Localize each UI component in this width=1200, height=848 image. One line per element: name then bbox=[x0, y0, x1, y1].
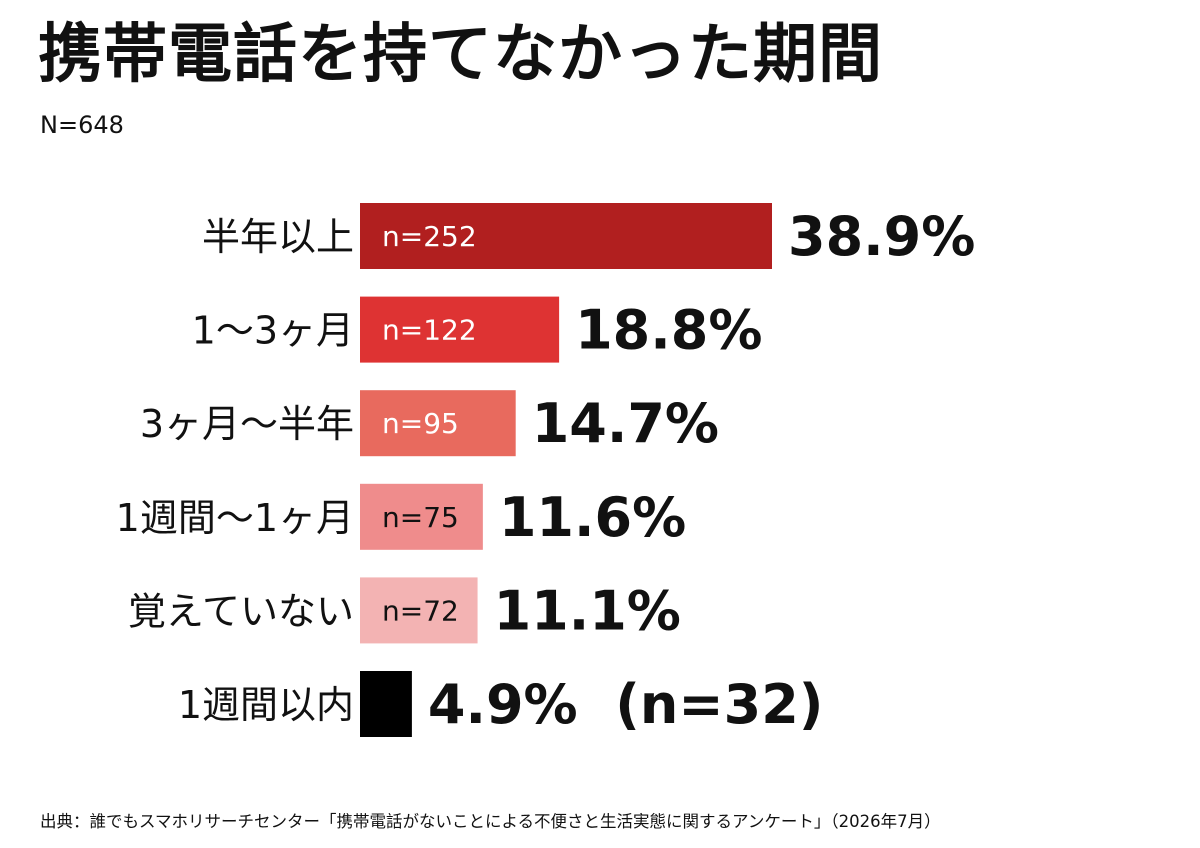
value-label-2: 18.8% bbox=[575, 299, 762, 362]
bar-6 bbox=[360, 671, 412, 737]
category-label-4: 1週間〜1ヶ月 bbox=[116, 496, 354, 540]
sample-size-label: N=648 bbox=[40, 111, 124, 139]
bar-4 bbox=[360, 483, 483, 550]
category-label-5: 覚えていない bbox=[128, 589, 354, 633]
value-label-6: 4.9% (n=32) bbox=[428, 673, 824, 736]
value-label-5: 11.1% bbox=[494, 579, 681, 642]
bar-5 bbox=[360, 577, 478, 644]
category-label-2: 1〜3ヶ月 bbox=[192, 309, 354, 353]
value-label-1: 38.9% bbox=[788, 205, 975, 268]
count-label-2: n=122 bbox=[382, 314, 477, 347]
category-label-3: 3ヶ月〜半年 bbox=[140, 402, 354, 446]
source-note: 出典：誰でもスマホリサーチセンター「携帯電話がないことによる不便さと生活実態に関… bbox=[40, 812, 941, 831]
category-label-1: 半年以上 bbox=[202, 215, 354, 259]
bar-1 bbox=[360, 203, 772, 269]
count-label-5: n=72 bbox=[382, 594, 459, 627]
count-label-4: n=75 bbox=[382, 501, 459, 534]
chart-title: 携帯電話を持てなかった期間 bbox=[38, 18, 883, 92]
category-label-6: 1週間以内 bbox=[178, 683, 354, 727]
bar-2 bbox=[360, 296, 560, 363]
count-label-1: n=252 bbox=[382, 220, 477, 253]
value-label-4: 11.6% bbox=[499, 486, 686, 549]
count-label-3: n=95 bbox=[382, 407, 459, 440]
bar-3 bbox=[360, 390, 516, 457]
value-label-3: 14.7% bbox=[532, 392, 719, 455]
